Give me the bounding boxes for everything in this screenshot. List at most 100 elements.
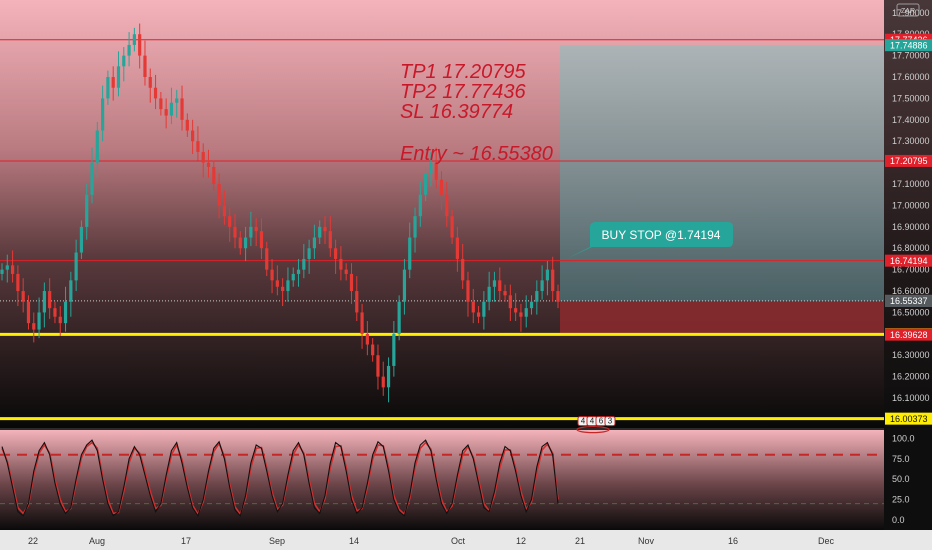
candle (355, 276, 359, 321)
profit-zone[interactable] (560, 45, 884, 301)
time-tick-label: 16 (728, 536, 738, 546)
candle (90, 147, 94, 204)
price-tick-label: 17.50000 (892, 93, 930, 103)
price-tag-label: 16.39628 (890, 330, 928, 340)
candle (95, 121, 99, 178)
event-badge-label: 4 (581, 417, 586, 426)
candle (392, 321, 396, 377)
trade-annotation[interactable]: TP1 17.20795 TP2 17.77436 SL 16.39774 En… (400, 61, 553, 165)
candle (217, 173, 221, 219)
candle (0, 263, 4, 281)
time-axis[interactable]: 22 Aug 17 Sep 14 Oct 12 21 Nov 16 Dec (28, 536, 835, 546)
candle (487, 271, 491, 311)
price-tags: 17.7743617.7488617.2079516.7419416.55380… (885, 33, 932, 425)
candle (508, 284, 512, 321)
candle (466, 271, 470, 317)
loss-zone[interactable] (560, 300, 884, 335)
event-badge-label: 6 (599, 417, 604, 426)
candle (238, 231, 242, 255)
price-tick-label: 16.80000 (892, 243, 930, 253)
event-badge-label: 4 (590, 417, 595, 426)
candle (175, 89, 179, 118)
oscillator-tick-label: 100.0 (892, 434, 915, 444)
pane-separator[interactable] (0, 428, 932, 430)
candle (302, 243, 306, 279)
candle (365, 321, 369, 356)
buy-stop-callout[interactable]: BUY STOP @1.74194 (568, 222, 733, 258)
candle (360, 303, 364, 349)
price-tick-label: 17.10000 (892, 179, 930, 189)
candle (307, 239, 311, 274)
candle (191, 119, 195, 155)
candle (381, 361, 385, 396)
candle (551, 256, 555, 302)
horizontal-lines[interactable] (0, 39, 884, 421)
candle (492, 271, 497, 302)
time-tick-label: Aug (89, 536, 105, 546)
price-tag-label: 16.00373 (890, 414, 928, 424)
candle (498, 267, 502, 302)
candle (424, 166, 428, 202)
candle (318, 220, 322, 244)
oscillator-pane-background (0, 430, 884, 530)
candle (503, 284, 507, 302)
candle (111, 66, 115, 101)
price-tick-label: 17.00000 (892, 200, 930, 210)
candle (482, 291, 486, 330)
price-tick-label: 16.50000 (892, 307, 930, 317)
candle (106, 70, 110, 105)
candle (450, 209, 454, 244)
candle (10, 250, 15, 283)
candle (540, 265, 544, 300)
time-tick-label: Sep (269, 536, 285, 546)
candle (445, 181, 449, 227)
candle (429, 151, 433, 187)
long-position-tool[interactable] (560, 45, 884, 335)
candle (196, 126, 200, 161)
candle (296, 258, 301, 287)
candle (344, 263, 348, 281)
price-tick-label: 17.30000 (892, 136, 930, 146)
price-tag: 16.74194 (885, 254, 932, 267)
candle (402, 258, 407, 315)
time-axis-background[interactable] (0, 530, 932, 550)
candle (270, 258, 274, 294)
price-tag: 16.55337 (885, 295, 932, 308)
time-tick-label: 21 (575, 536, 585, 546)
candle (206, 149, 211, 178)
callout-bubble (568, 222, 733, 258)
candle (328, 216, 332, 257)
time-tick-label: 17 (181, 536, 191, 546)
event-badge[interactable]: 4 (586, 416, 598, 427)
candle (116, 51, 121, 97)
candle (376, 344, 380, 390)
event-badge-marker (576, 426, 610, 434)
candle (323, 216, 327, 244)
candle (281, 278, 285, 307)
candle (5, 254, 9, 283)
time-tick-label: Nov (638, 536, 655, 546)
candle (556, 284, 560, 309)
event-badge[interactable]: 3 (604, 416, 616, 427)
stochastic-oscillator: 100.0 75.0 50.0 25.0 0.0 (0, 434, 915, 525)
candle (127, 32, 131, 67)
price-tick-label: 16.70000 (892, 265, 930, 275)
candle (461, 243, 465, 289)
currency-badge[interactable]: ZAR (896, 3, 920, 17)
candle (413, 207, 417, 253)
candle (334, 239, 338, 274)
oscillator-tick-label: 25.0 (892, 495, 910, 505)
candle (471, 288, 475, 324)
candle (85, 184, 89, 240)
candle (16, 265, 20, 307)
candle (476, 306, 481, 324)
candle (233, 214, 237, 249)
candle (101, 85, 105, 142)
candle (159, 92, 163, 116)
candle (349, 263, 354, 304)
candle (339, 246, 343, 281)
oscillator-tick-label: 0.0 (892, 515, 905, 525)
